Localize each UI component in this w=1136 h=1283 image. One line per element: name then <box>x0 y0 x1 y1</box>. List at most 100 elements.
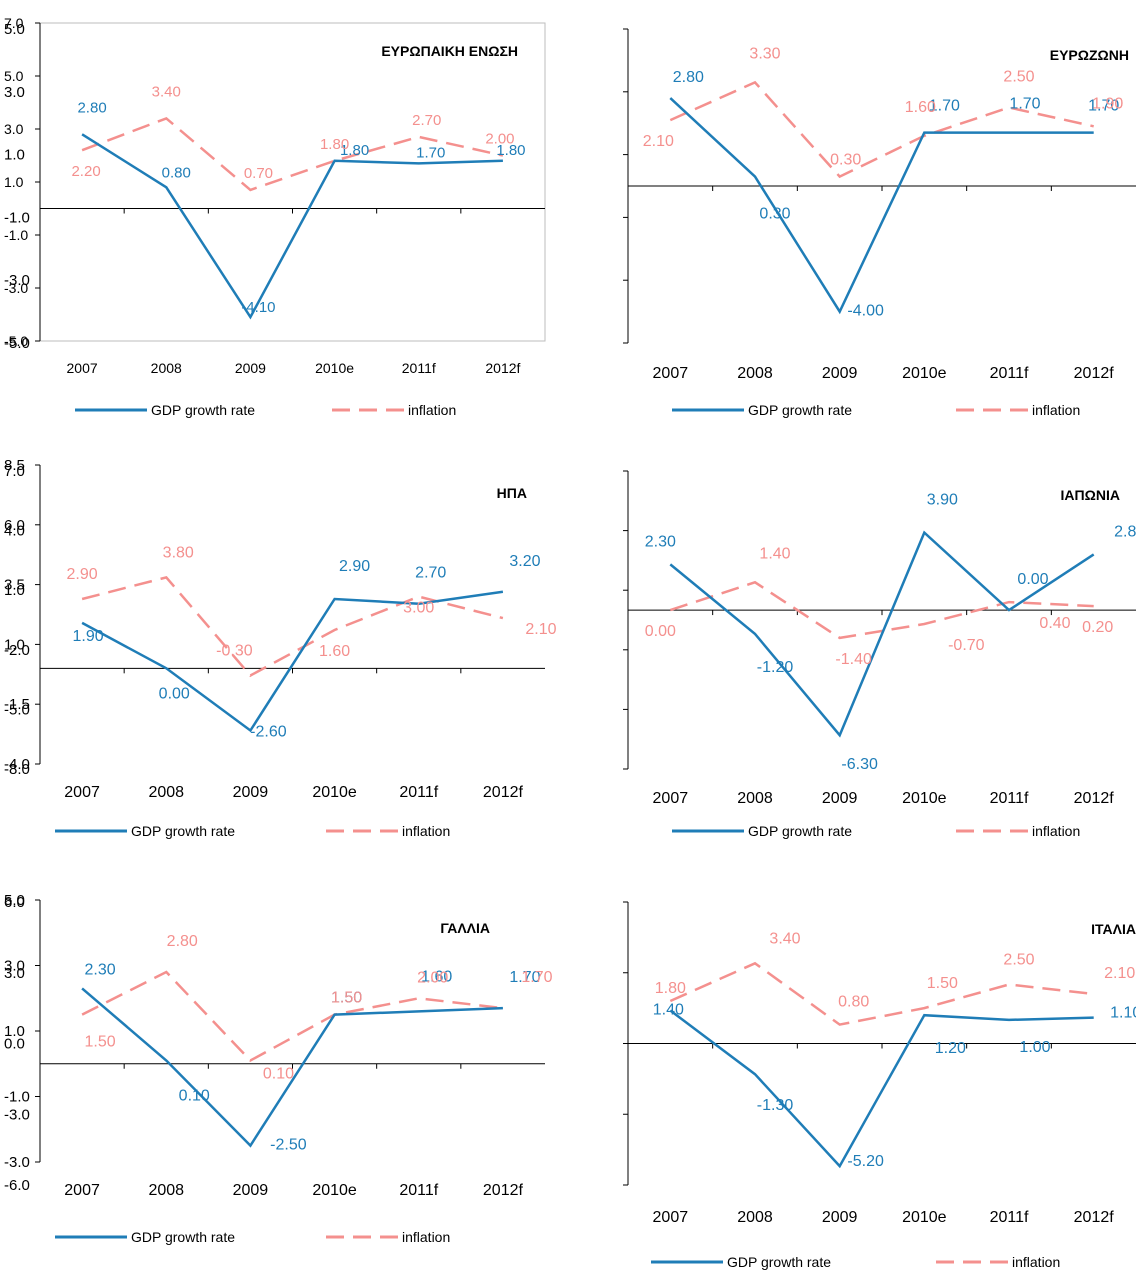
gdp-data-label: 3.90 <box>927 492 958 509</box>
inflation-data-label: 3.80 <box>163 544 194 561</box>
gdp-data-label: 1.70 <box>1009 96 1040 113</box>
x-tick-label: 2007 <box>653 1209 689 1226</box>
gdp-data-label: 0.00 <box>159 685 190 702</box>
y-tick-label: 0.0 <box>4 1036 25 1053</box>
inflation-data-label: 3.30 <box>749 45 780 62</box>
legend: GDP growth rate inflation <box>672 402 1080 418</box>
legend: GDP growth rate inflation <box>651 1254 1060 1270</box>
y-tick-label: 5.0 <box>4 21 25 38</box>
gdp-data-label: -6.30 <box>841 756 878 773</box>
y-tick-label: -3.0 <box>4 272 30 289</box>
y-tick-label: 1.0 <box>4 1023 25 1040</box>
y-tick-label: 7.0 <box>4 15 24 31</box>
inflation-data-label: 1.60 <box>319 643 350 660</box>
y-tick-label: -1.0 <box>4 1089 30 1106</box>
y-tick-label: -6.0 <box>4 1177 30 1194</box>
x-tick-label: 2010e <box>312 1182 357 1199</box>
y-tick-label: 8.5 <box>4 457 25 474</box>
x-tick-label: 2012f <box>1074 790 1115 807</box>
y-tick-label: 5.0 <box>4 892 25 909</box>
x-tick-label: 2009 <box>233 784 269 801</box>
x-tick-label: 2007 <box>67 360 98 376</box>
inflation-data-label: 0.80 <box>838 994 869 1011</box>
inflation-data-label: -0.70 <box>948 637 985 654</box>
inflation-data-label: 2.80 <box>167 933 198 950</box>
gdp-data-label: 2.30 <box>645 533 676 550</box>
gdp-data-label: -1.30 <box>757 1097 794 1114</box>
inflation-data-label: 1.70 <box>521 969 552 986</box>
y-tick-label: 1.0 <box>4 636 25 653</box>
inflation-data-label: 1.50 <box>927 975 958 992</box>
gdp-data-label: -5.20 <box>847 1153 884 1170</box>
legend-inflation-label: inflation <box>1032 402 1080 418</box>
gdp-growth-line <box>669 1009 1094 1169</box>
x-tick-label: 2008 <box>148 1182 184 1199</box>
gdp-growth-line <box>81 133 503 320</box>
x-tick-label: 2011f <box>399 784 438 801</box>
y-tick-label: 6.0 <box>4 517 25 534</box>
inflation-data-label: 0.70 <box>244 165 273 182</box>
y-tick-label: 3.5 <box>4 577 25 594</box>
x-tick-label: 2008 <box>148 784 184 801</box>
inflation-data-label: 1.50 <box>85 1034 116 1051</box>
x-tick-label: 2010e <box>902 1209 947 1226</box>
x-tick-label: 2011f <box>990 790 1029 807</box>
gdp-data-label: 1.20 <box>935 1040 966 1057</box>
y-tick-label: 3.0 <box>4 965 25 982</box>
gdp-data-label: 2.80 <box>673 69 704 86</box>
x-tick-label: 2011f <box>990 1209 1029 1226</box>
inflation-data-label: 2.10 <box>525 621 556 638</box>
x-tick-label: 2010e <box>902 790 947 807</box>
inflation-data-label: 2.70 <box>412 112 441 129</box>
inflation-line <box>669 961 1094 1026</box>
legend-inflation-label: inflation <box>1032 823 1080 839</box>
inflation-line <box>669 80 1094 179</box>
inflation-data-label: 3.00 <box>403 600 434 617</box>
x-tick-label: 2012f <box>1074 1209 1115 1226</box>
gdp-data-label: 0.80 <box>162 164 191 181</box>
gdp-data-label: 1.50 <box>331 990 362 1007</box>
chart-title: ΗΠΑ <box>497 485 527 501</box>
gdp-data-label: 1.10 <box>1110 1005 1136 1022</box>
inflation-data-label: 1.80 <box>655 980 686 997</box>
legend-inflation-label: inflation <box>402 1229 450 1245</box>
gdp-data-label: -2.60 <box>250 724 287 741</box>
gdp-data-label: 2.90 <box>339 558 370 575</box>
inflation-data-label: 0.30 <box>830 152 861 169</box>
y-tick-label: 1.0 <box>4 174 24 190</box>
y-tick-label: -1.0 <box>4 227 28 243</box>
gdp-data-label: 0.10 <box>179 1087 210 1104</box>
gdp-data-label: -4.00 <box>847 303 884 320</box>
gdp-data-label: 1.60 <box>421 968 452 985</box>
legend-gdp-label: GDP growth rate <box>151 402 255 418</box>
legend-gdp-label: GDP growth rate <box>131 823 235 839</box>
x-tick-label: 2009 <box>822 790 858 807</box>
x-tick-label: 2007 <box>64 1182 100 1199</box>
x-tick-label: 2010e <box>902 365 947 382</box>
gdp-data-label: 1.40 <box>653 1001 684 1018</box>
inflation-data-label: 2.20 <box>71 163 100 180</box>
gdp-data-label: 0.30 <box>759 206 790 223</box>
legend-inflation-label: inflation <box>408 402 456 418</box>
inflation-data-label: 2.10 <box>1104 965 1135 982</box>
inflation-data-label: 2.50 <box>1003 952 1034 969</box>
y-tick-label: 1.0 <box>4 147 25 164</box>
chart-title: ΙΤΑΛΙΑ <box>1091 921 1136 937</box>
x-tick-label: 2011f <box>402 360 436 376</box>
inflation-data-label: 2.90 <box>67 566 98 583</box>
gdp-data-label: 3.20 <box>509 553 540 570</box>
gdp-data-label: 2.80 <box>1114 523 1136 540</box>
gdp-data-label: 2.80 <box>77 99 106 116</box>
inflation-data-label: -0.30 <box>216 642 253 659</box>
gdp-data-label: 1.70 <box>509 969 540 986</box>
inflation-data-label: 2.10 <box>643 133 674 150</box>
x-tick-label: 2008 <box>737 1209 773 1226</box>
gdp-data-label: 1.00 <box>1019 1039 1050 1056</box>
gdp-growth-line <box>81 590 504 733</box>
inflation-data-label: 1.50 <box>331 990 362 1007</box>
gdp-data-label: 1.80 <box>340 142 369 159</box>
gdp-data-label: -1.20 <box>757 659 794 676</box>
